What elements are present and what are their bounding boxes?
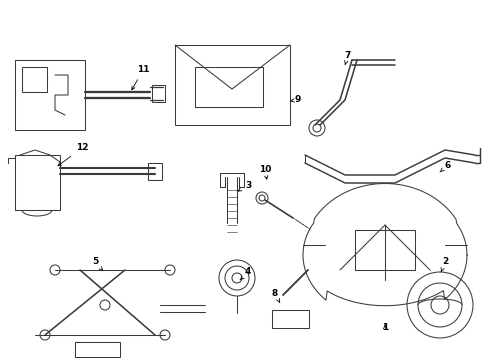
Text: 3: 3	[238, 180, 251, 191]
Text: 11: 11	[132, 66, 149, 90]
Bar	[355, 230, 415, 270]
Text: 1: 1	[382, 324, 388, 333]
Text: 10: 10	[259, 166, 271, 179]
Text: 8: 8	[272, 288, 280, 303]
Text: 6: 6	[440, 161, 451, 172]
Bar	[15, 155, 60, 210]
Text: 12: 12	[58, 144, 88, 166]
Bar	[152, 85, 165, 102]
Bar	[22, 67, 47, 92]
Text: 4: 4	[240, 267, 251, 280]
Text: 9: 9	[291, 95, 301, 104]
Bar	[75, 342, 120, 357]
Bar	[148, 163, 162, 180]
Text: 5: 5	[92, 257, 103, 271]
Text: 2: 2	[441, 257, 448, 272]
Bar	[195, 67, 263, 107]
Bar	[175, 45, 290, 125]
Text: 7: 7	[344, 50, 351, 65]
Bar	[272, 310, 309, 328]
Bar	[15, 60, 85, 130]
